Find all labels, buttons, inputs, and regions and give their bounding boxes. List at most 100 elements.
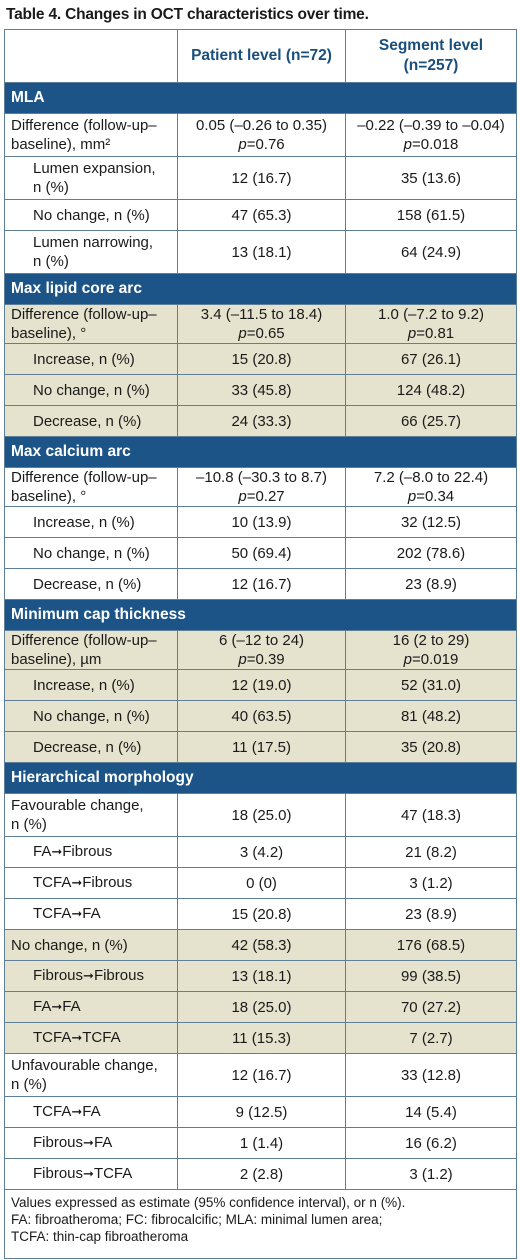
patient-estimate: –10.8 (–30.3 to 8.7): [196, 469, 327, 486]
section-header-row: Hierarchical morphology: [4, 762, 517, 794]
row-label-line2: n (%): [33, 179, 69, 196]
header-segment-line1: Segment level: [378, 37, 484, 54]
segment-estimate: 7.2 (–8.0 to 22.4): [373, 469, 489, 486]
row-label: Lumen expansion, n (%): [4, 156, 178, 200]
p-symbol: p: [238, 136, 247, 153]
row-label: Difference (follow-up– baseline), mm²: [4, 113, 178, 157]
row-label: Decrease, n (%): [4, 568, 178, 600]
transition-from: TCFA: [33, 905, 72, 922]
patient-value: 13 (18.1): [231, 967, 292, 985]
patient-value: 12 (19.0): [231, 676, 292, 694]
segment-level-cell: 7 (2.7): [345, 1022, 517, 1054]
patient-value: 15 (20.8): [231, 905, 292, 923]
table-row: Decrease, n (%) 11 (17.5) 35 (20.8): [4, 731, 517, 763]
patient-value: 3 (4.2): [239, 843, 284, 861]
transition-to: TCFA: [82, 1029, 121, 1046]
patient-level-cell: 0.05 (–0.26 to 0.35) p=0.76: [177, 113, 346, 157]
patient-value: 2 (2.8): [239, 1165, 284, 1183]
table-row: Fibrous➞Fibrous 13 (18.1) 99 (38.5): [4, 960, 517, 992]
patient-p-value: =0.39: [246, 651, 285, 668]
patient-level-cell: 13 (18.1): [177, 960, 346, 992]
patient-level-cell: 12 (16.7): [177, 156, 346, 200]
patient-value: 33 (45.8): [231, 381, 292, 399]
segment-value: 124 (48.2): [396, 381, 466, 399]
patient-estimate: 0.05 (–0.26 to 0.35): [196, 117, 327, 134]
section-title: MLA: [4, 82, 517, 114]
section-title: Max calcium arc: [4, 436, 517, 468]
segment-value: 99 (38.5): [400, 967, 462, 985]
patient-estimate: 6 (–12 to 24): [218, 632, 305, 649]
segment-level-cell: 16 (6.2): [345, 1127, 517, 1159]
patient-p-value: =0.27: [246, 488, 285, 505]
segment-value: 52 (31.0): [400, 676, 462, 694]
header-patient-level: Patient level (n=72): [177, 29, 346, 83]
patient-level-cell: 10 (13.9): [177, 506, 346, 538]
patient-level-cell: 11 (17.5): [177, 731, 346, 763]
row-label-line2: n (%): [11, 1076, 47, 1093]
segment-p-value: =0.019: [412, 651, 459, 668]
header-segment-line2: (n=257): [403, 57, 459, 74]
row-label: TCFA➞FA: [4, 1096, 178, 1128]
patient-value: 11 (17.5): [232, 738, 291, 756]
segment-level-cell: 64 (24.9): [345, 230, 517, 274]
row-label-line2: baseline), µm: [11, 651, 102, 668]
patient-level-cell: 12 (19.0): [177, 669, 346, 701]
table-row: Favourable change, n (%) 18 (25.0) 47 (18.3…: [4, 793, 517, 837]
patient-level-cell: 47 (65.3): [177, 199, 346, 231]
table-row: Decrease, n (%) 24 (33.3) 66 (25.7): [4, 405, 517, 437]
row-label: Favourable change, n (%): [4, 793, 178, 837]
row-label-line1: Difference (follow-up–: [11, 469, 157, 486]
table-footnote: Values expressed as estimate (95% confid…: [4, 1189, 517, 1259]
row-label: No change, n (%): [4, 929, 178, 961]
patient-value: 15 (20.8): [231, 350, 292, 368]
segment-level-cell: 202 (78.6): [345, 537, 517, 569]
patient-level-cell: 50 (69.4): [177, 537, 346, 569]
table-row: No change, n (%) 50 (69.4) 202 (78.6): [4, 537, 517, 569]
patient-level-cell: 3.4 (–11.5 to 18.4) p=0.65: [177, 304, 346, 344]
transition-to: FA: [82, 1103, 101, 1120]
p-symbol: p: [407, 488, 417, 505]
table-row: Unfavourable change, n (%) 12 (16.7) 33 (12…: [4, 1053, 517, 1097]
segment-value: 23 (8.9): [405, 575, 457, 593]
row-label-line1: Lumen narrowing,: [33, 234, 154, 251]
transition-to: FA: [62, 998, 81, 1015]
patient-value: 50 (69.4): [231, 544, 292, 562]
arrow-icon: ➞: [71, 907, 83, 922]
table-row: Lumen narrowing, n (%) 13 (18.1) 64 (24.9): [4, 230, 517, 274]
patient-value: 12 (16.7): [231, 575, 292, 593]
row-label: Difference (follow-up– baseline), °: [4, 467, 178, 507]
patient-level-cell: 0 (0): [177, 867, 346, 899]
row-label: Fibrous➞TCFA: [4, 1158, 178, 1190]
patient-level-cell: 15 (20.8): [177, 343, 346, 375]
segment-value: 64 (24.9): [400, 243, 462, 261]
patient-value: 18 (25.0): [231, 998, 292, 1016]
segment-level-cell: 16 (2 to 29) p=0.019: [345, 630, 517, 670]
table-row: TCFA➞FA 15 (20.8) 23 (8.9): [4, 898, 517, 930]
row-label-line1: Increase, n (%): [33, 513, 135, 531]
transition-to: FA: [82, 905, 101, 922]
row-label-line1: No change, n (%): [33, 544, 150, 562]
patient-value: 40 (63.5): [231, 707, 292, 725]
segment-level-cell: 33 (12.8): [345, 1053, 517, 1097]
transition-to: TCFA: [93, 1165, 133, 1182]
table-row: Difference (follow-up– baseline), mm² 0.05…: [4, 113, 517, 157]
patient-level-cell: 1 (1.4): [177, 1127, 346, 1159]
patient-level-cell: 3 (4.2): [177, 836, 346, 868]
table-row: TCFA➞FA 9 (12.5) 14 (5.4): [4, 1096, 517, 1128]
row-label: Decrease, n (%): [4, 731, 178, 763]
p-symbol: p: [238, 325, 247, 342]
p-symbol: p: [403, 136, 413, 153]
patient-value: 9 (12.5): [235, 1103, 288, 1121]
section-header-row: Minimum cap thickness: [4, 599, 517, 631]
segment-value: 23 (8.9): [405, 905, 457, 923]
row-label-line1: No change, n (%): [11, 936, 128, 954]
row-label: No change, n (%): [4, 199, 178, 231]
segment-value: 176 (68.5): [396, 936, 466, 954]
segment-value: 66 (25.7): [400, 412, 462, 430]
patient-value: 11 (15.3): [232, 1029, 291, 1047]
p-symbol: p: [238, 488, 247, 505]
segment-level-cell: 32 (12.5): [345, 506, 517, 538]
row-label-line1: Decrease, n (%): [33, 738, 142, 756]
patient-p-value: =0.76: [246, 136, 285, 153]
transition-from: Fibrous: [33, 1165, 84, 1182]
